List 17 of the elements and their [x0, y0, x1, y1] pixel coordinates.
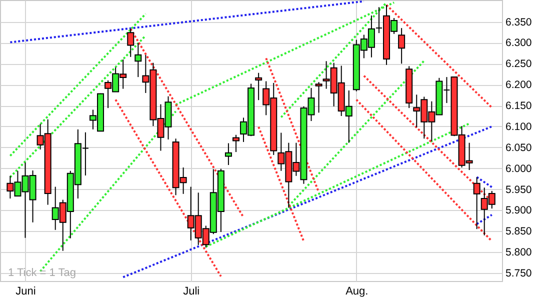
x-tick-label: Aug.: [346, 286, 368, 298]
y-tick-label: 5.950: [506, 184, 532, 196]
y-tick-label: 5.900: [506, 204, 532, 217]
y-tick-label: 6.000: [506, 162, 532, 175]
y-tick-label: 6.150: [506, 100, 532, 112]
y-tick-label: 6.300: [506, 37, 532, 50]
y-tick-label: 5.800: [506, 246, 532, 259]
y-tick-label: 6.100: [506, 120, 532, 133]
y-tick-label: 5.850: [506, 226, 532, 238]
y-tick-label: 6.350: [506, 16, 532, 28]
x-tick-label: Juli: [183, 286, 200, 298]
y-tick-label: 6.200: [506, 79, 532, 92]
x-tick-label: Juni: [16, 286, 36, 298]
annotation: 1 Tick = 1 Tag: [8, 267, 76, 279]
y-tick-label: 5.750: [506, 268, 532, 280]
y-tick-label: 6.250: [506, 58, 532, 70]
y-tick-label: 6.050: [506, 142, 532, 154]
